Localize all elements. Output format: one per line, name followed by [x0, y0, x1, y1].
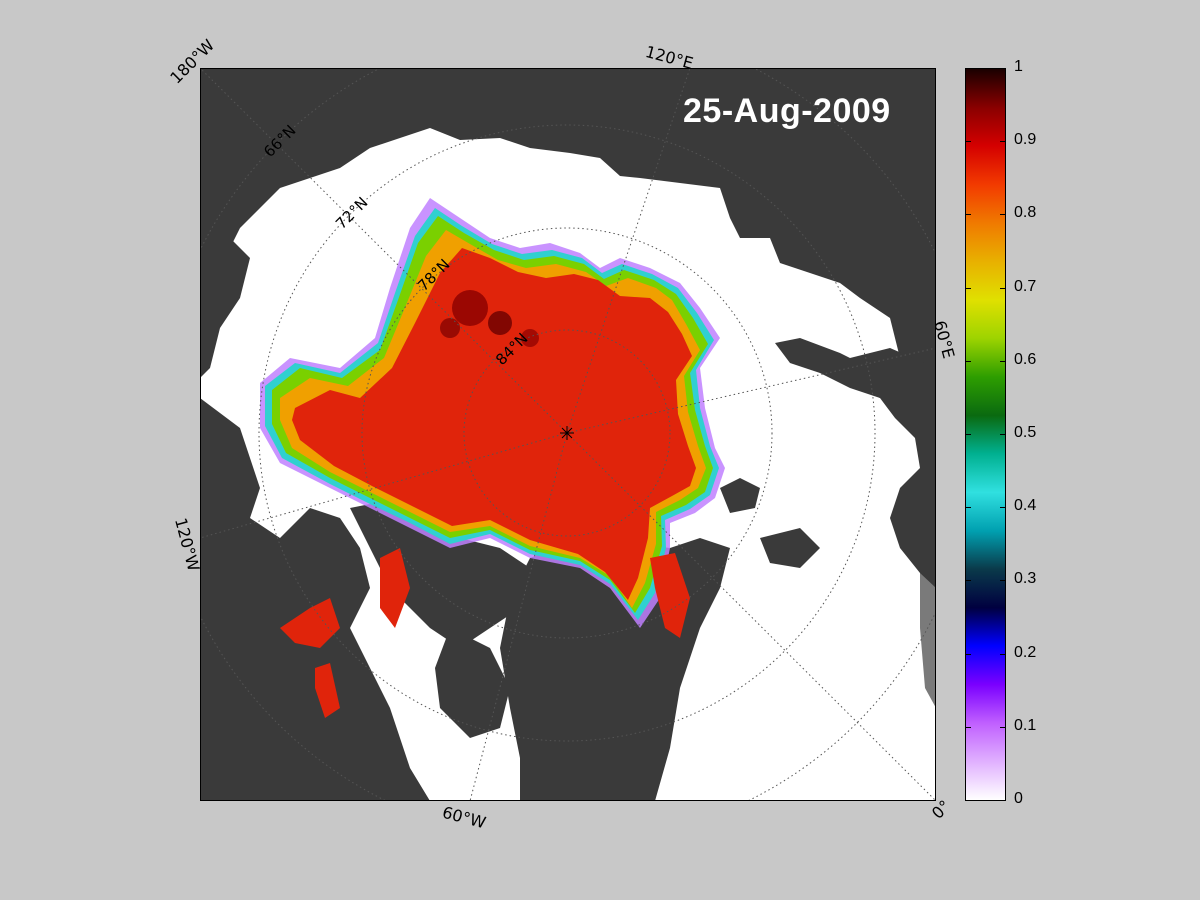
- colorbar-tick-mark: [1000, 580, 1005, 582]
- colorbar-tick-mark: [1000, 141, 1005, 143]
- colorbar-tick-mark: [966, 507, 971, 509]
- land-europe: [840, 348, 936, 588]
- colorbar-tick-mark: [1000, 800, 1005, 801]
- ice-dense-patch: [452, 290, 488, 326]
- colorbar-tick-label: 0.2: [1014, 643, 1037, 661]
- ice-channel: [650, 553, 690, 638]
- colorbar-tick-label: 0.6: [1014, 350, 1037, 368]
- map-canvas: 66°N 72°N 78°N 84°N: [200, 68, 936, 801]
- colorbar-tick-mark: [966, 726, 971, 728]
- ice-dense-patch: [521, 329, 539, 347]
- colorbar-tick-mark: [966, 360, 971, 362]
- land-alaska: [200, 238, 250, 378]
- colorbar-tick-mark: [1000, 726, 1005, 728]
- land-canada: [200, 398, 430, 801]
- colorbar-tick-mark: [966, 68, 971, 69]
- land-novaya-zemlya: [775, 338, 890, 398]
- colorbar-tick-label: 0: [1014, 790, 1023, 807]
- map-border: [200, 68, 936, 801]
- land-iceland: [760, 528, 820, 568]
- colorbar-tick-mark: [966, 214, 971, 216]
- colorbar-tick-mark: [1000, 434, 1005, 435]
- ice-channel: [380, 548, 410, 628]
- colorbar-tick-mark: [1000, 68, 1005, 69]
- colorbar: [965, 68, 1006, 801]
- colorbar-tick-mark: [1000, 287, 1005, 289]
- colorbar-tick-label: 0.3: [1014, 570, 1037, 588]
- colorbar-tick-mark: [966, 653, 971, 655]
- land-archipelago: [350, 498, 530, 648]
- colorbar-tick-mark: [966, 580, 971, 582]
- colorbar-tick-mark: [1000, 360, 1005, 362]
- colorbar-tick-mark: [966, 287, 971, 289]
- lon-label-60w: 60°W: [440, 802, 488, 833]
- north-pole-marker: [560, 426, 574, 440]
- land-eurasia: [200, 68, 936, 368]
- colorbar-tick-mark: [1000, 653, 1005, 655]
- colorbar-tick-label: 0.5: [1014, 424, 1037, 441]
- graticule: [200, 68, 936, 801]
- colorbar-tick-mark: [966, 800, 971, 801]
- lon-label-120w: 120°W: [170, 515, 204, 574]
- ice-channel: [280, 598, 340, 648]
- colorbar-tick-mark: [966, 141, 971, 143]
- sea-ice-map: 66°N 72°N 78°N 84°N: [200, 68, 936, 801]
- ice-dense-patch: [440, 318, 460, 338]
- colorbar-tick-mark: [966, 434, 971, 435]
- date-title: 25-Aug-2009: [683, 92, 891, 130]
- colorbar-tick-label: 0.8: [1014, 204, 1037, 222]
- colorbar-tick-label: 0.4: [1014, 497, 1037, 515]
- colorbar-tick-label: 0.9: [1014, 131, 1037, 149]
- colorbar-tick-label: 1: [1014, 58, 1023, 75]
- colorbar-tick-label: 0.1: [1014, 716, 1037, 734]
- ice-dense-patch: [488, 311, 512, 335]
- colorbar-tick-label: 0.7: [1014, 277, 1037, 295]
- land-archipelago-2: [435, 628, 510, 738]
- land-svalbard: [720, 478, 760, 513]
- ice-channel: [315, 663, 340, 718]
- colorbar-tick-mark: [1000, 507, 1005, 509]
- ice-high-concentration: [292, 248, 696, 600]
- colorbar-tick-mark: [1000, 214, 1005, 216]
